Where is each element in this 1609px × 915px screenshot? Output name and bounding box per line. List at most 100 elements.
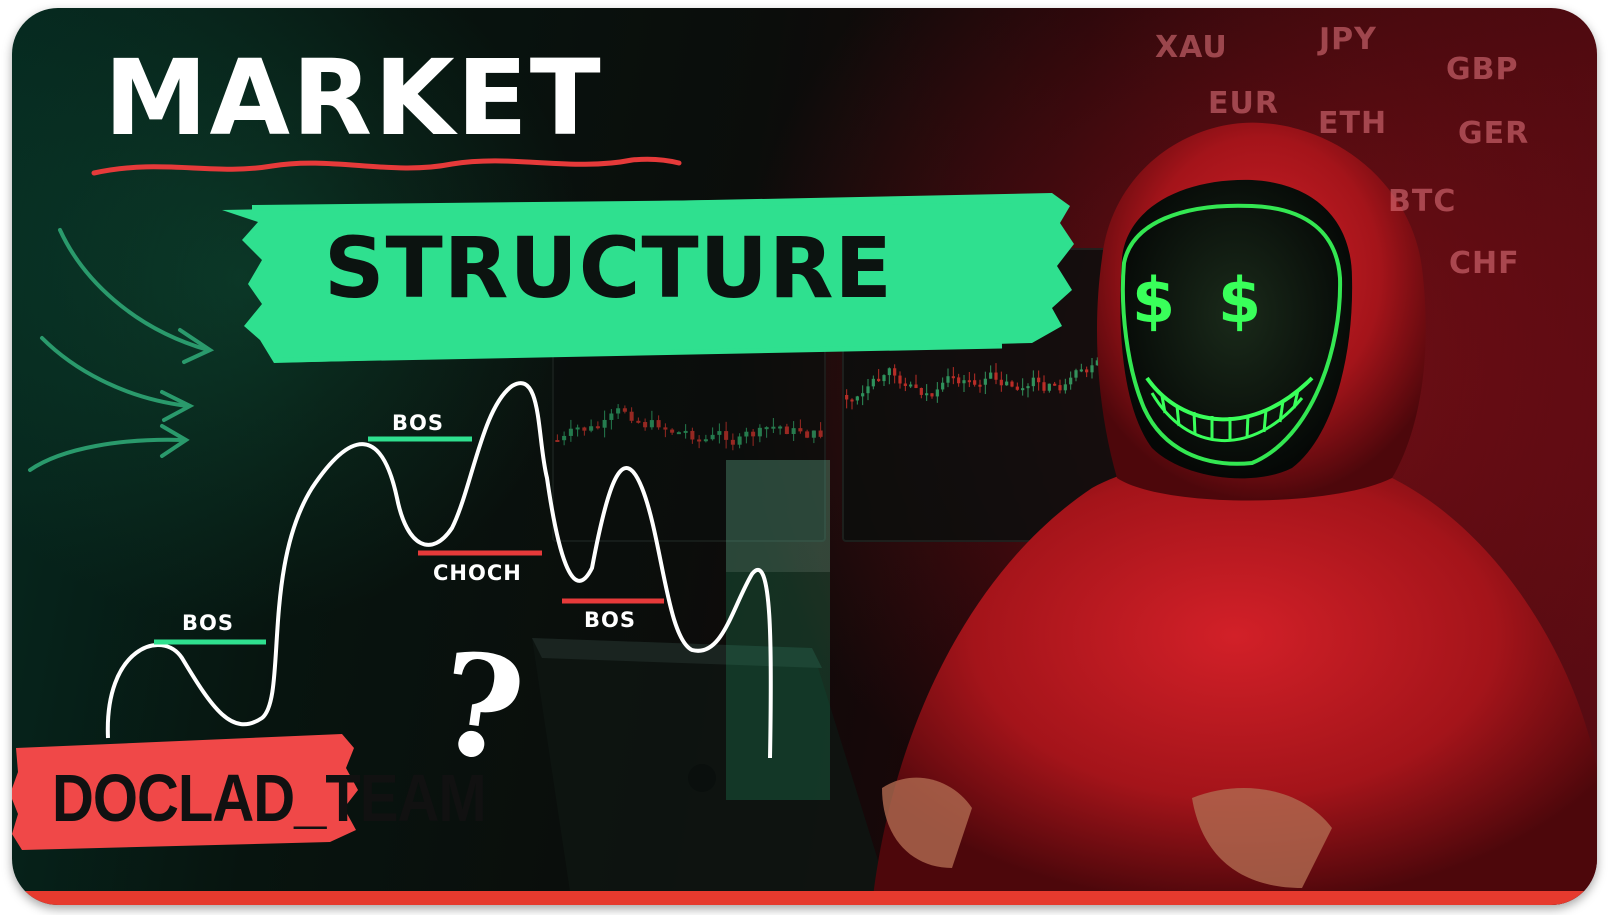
candle-body — [582, 427, 587, 431]
ticker-ger: GER — [1458, 116, 1530, 151]
candle-body — [690, 430, 695, 440]
candle-body — [882, 375, 886, 382]
label-bos-right: BOS — [584, 608, 636, 632]
candle-body — [898, 375, 902, 384]
candle-body — [1095, 360, 1099, 366]
candle-body — [562, 435, 567, 441]
title-market: MARKET — [104, 37, 603, 159]
candle-body — [791, 428, 796, 435]
label-bos-left: BOS — [182, 611, 234, 635]
title-structure: STRUCTURE — [324, 219, 893, 317]
candle-body — [1058, 385, 1062, 391]
candle-body — [1005, 381, 1009, 386]
candle-body — [909, 384, 913, 387]
candle-body — [1010, 381, 1014, 387]
candle-body — [903, 383, 907, 386]
apple-logo-icon — [688, 764, 716, 792]
candle-body — [629, 411, 634, 421]
candle-body — [609, 413, 614, 420]
candle-body — [1074, 370, 1078, 378]
candle-body — [893, 368, 897, 376]
ticker-xau: XAU — [1155, 30, 1228, 65]
candle-body — [555, 440, 560, 442]
candle-body — [1031, 377, 1035, 387]
candle-body — [656, 420, 661, 428]
candle-body — [1021, 388, 1025, 391]
candle-body — [887, 368, 891, 376]
candle-body — [730, 439, 735, 445]
label-bos-top: BOS — [392, 411, 444, 435]
candle-body — [764, 427, 769, 430]
candle-body — [724, 431, 729, 440]
candle-body — [871, 378, 875, 387]
candle-body — [1085, 369, 1089, 373]
market-structure-chart — [105, 381, 830, 800]
candle-body — [951, 376, 955, 379]
candle-body — [636, 420, 641, 423]
green-brush-stroke — [222, 193, 1074, 363]
candle-body — [616, 408, 621, 414]
candle-body — [589, 426, 594, 431]
candle-body — [1015, 386, 1019, 390]
candle-body — [643, 422, 648, 428]
highlight-zone — [726, 460, 830, 800]
mask-right-eye-dollar: $ — [1218, 264, 1262, 337]
badge-background — [12, 734, 358, 850]
candle-body — [941, 382, 945, 390]
candle-body — [1047, 383, 1051, 391]
background-monitor-left — [552, 338, 826, 542]
candle-body — [935, 389, 939, 397]
candle-body — [703, 439, 708, 442]
candle-body — [649, 420, 654, 428]
candle-body — [861, 393, 865, 397]
candle-body — [778, 426, 783, 429]
title-red-underline — [91, 156, 682, 176]
candle-body — [1090, 365, 1094, 373]
candle-body — [855, 396, 859, 401]
ticker-eth: ETH — [1318, 106, 1388, 141]
candle-body — [930, 393, 934, 397]
pointing-arrows — [28, 228, 215, 472]
candle-body — [717, 431, 722, 435]
arrow-top-icon — [58, 228, 210, 352]
candle-body — [946, 376, 950, 383]
candle-body — [845, 395, 849, 400]
candle-body — [737, 436, 742, 445]
candle-body — [999, 379, 1003, 386]
mask-left-eye-dollar: $ — [1132, 264, 1176, 337]
ticker-gbp: GBP — [1446, 52, 1519, 87]
candle-body — [957, 377, 961, 384]
candle-body — [1069, 377, 1073, 385]
candle-body — [962, 380, 966, 384]
candle-body — [568, 428, 573, 436]
candle-body — [1026, 386, 1030, 389]
candle-body — [994, 372, 998, 380]
price-curve — [105, 381, 773, 759]
candle-body — [811, 430, 816, 438]
candle-body — [1042, 382, 1046, 391]
hooded-hacker-illustration — [872, 122, 1597, 905]
candle-body — [697, 439, 702, 442]
candle-body — [925, 393, 929, 396]
candle-body — [983, 378, 987, 385]
candle-body — [710, 434, 715, 440]
candle-body — [683, 430, 688, 433]
candle-body — [866, 386, 870, 394]
laptop-illustration — [532, 638, 892, 905]
candle-body — [914, 384, 918, 388]
candle-body — [784, 426, 789, 435]
ticker-chf: CHF — [1449, 246, 1520, 281]
candle-body — [771, 426, 776, 429]
candle-body — [989, 372, 993, 379]
candle-body — [850, 399, 854, 402]
label-choch: CHOCH — [433, 561, 522, 585]
candle-body — [595, 426, 600, 429]
candle-body — [751, 431, 756, 437]
arrow-middle-icon — [40, 336, 190, 408]
ticker-jpy: JPY — [1319, 22, 1377, 57]
candle-body — [676, 432, 681, 435]
candle-body — [798, 428, 803, 432]
candle-body — [1063, 384, 1067, 391]
candle-body — [973, 380, 977, 385]
candle-body — [919, 387, 923, 395]
